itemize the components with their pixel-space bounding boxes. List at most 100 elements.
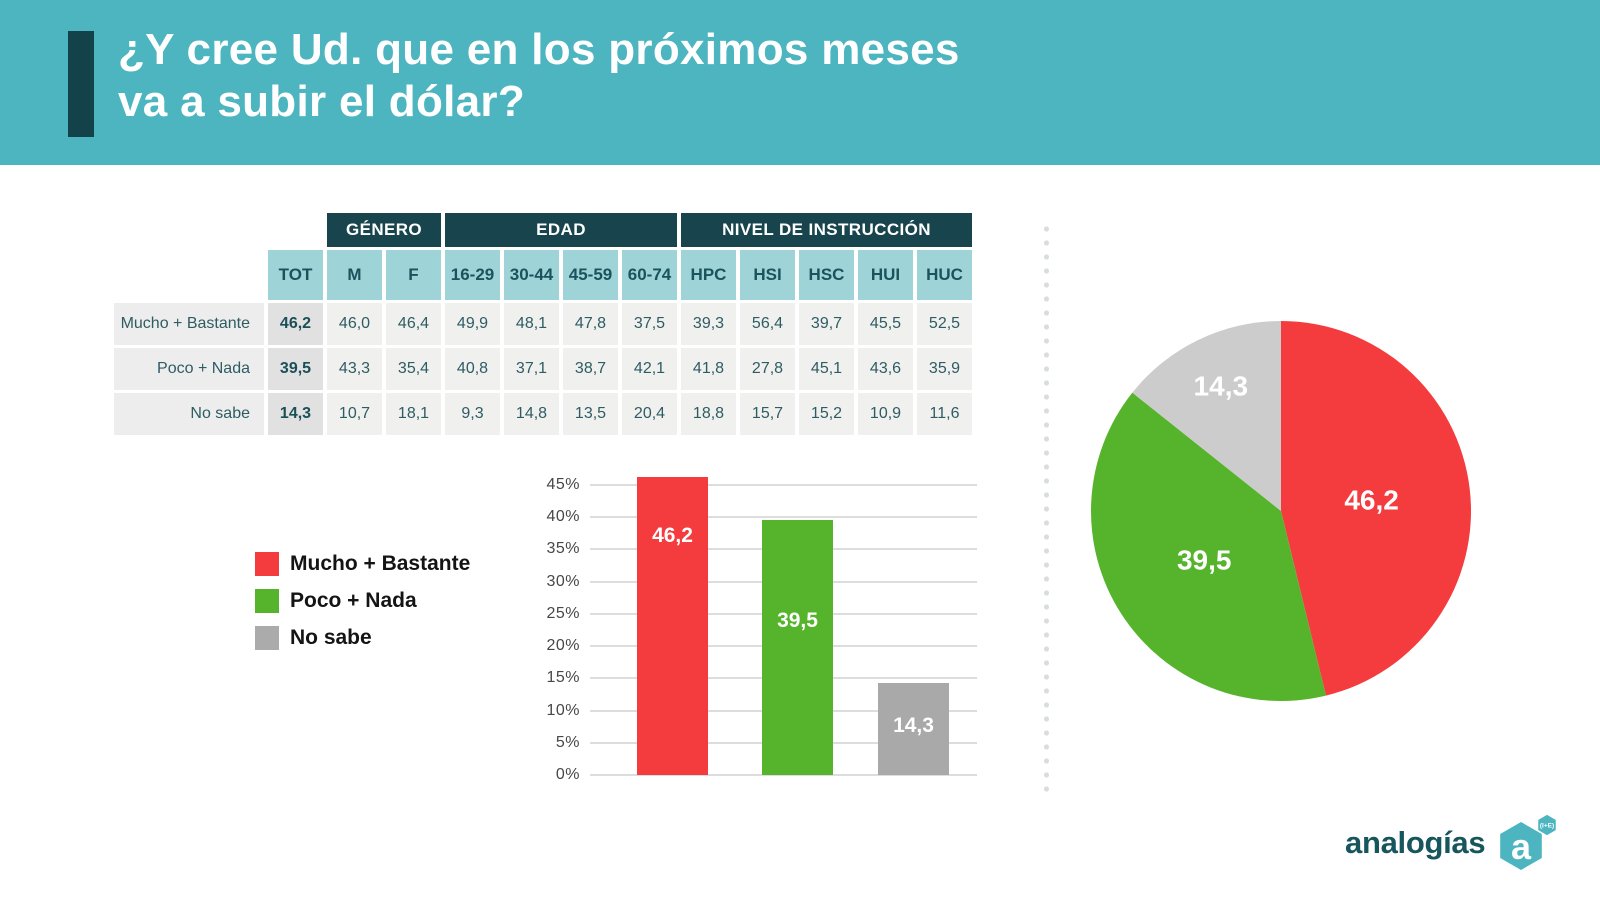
pie-slice-poco-nada (1091, 392, 1326, 701)
pie-chart-svg: 46,2 39,5 14,3 (1091, 321, 1471, 701)
bar-chart-gridline (590, 516, 977, 519)
table-cell: 43,3 (327, 348, 382, 390)
table-cell: 11,6 (917, 393, 972, 435)
table-cell: 39,3 (681, 303, 736, 345)
table-cell: 10,7 (327, 393, 382, 435)
brand-mark-letter: a (1511, 826, 1532, 867)
legend-item-mucho-bastante: Mucho + Bastante (255, 552, 470, 576)
table-cell: 9,3 (445, 393, 500, 435)
legend-item-no-sabe: No sabe (255, 626, 470, 650)
table-column-header-f: F (386, 250, 441, 300)
bar-chart-ytick-label: 15% (546, 669, 580, 687)
page-title-line2: va a subir el dólar? (118, 77, 526, 126)
table-cell: 35,9 (917, 348, 972, 390)
bar-chart-ytick-label: 45% (546, 476, 580, 493)
table-cell: 47,8 (563, 303, 618, 345)
brand-small-hexagon (1537, 813, 1558, 837)
table-cell: 45,1 (799, 348, 854, 390)
table-cell: 56,4 (740, 303, 795, 345)
brand-mark-sub: (I+E) (1540, 823, 1554, 830)
table-column-header-30-44: 30-44 (504, 250, 559, 300)
table-cell: 46,4 (386, 303, 441, 345)
table-cell: 46,0 (327, 303, 382, 345)
table-cell: 10,9 (858, 393, 913, 435)
table-cell: 39,5 (268, 348, 323, 390)
bar-chart-ytick-label: 20% (546, 637, 580, 655)
legend-swatch-mucho-bastante (255, 552, 279, 576)
bar-no-sabe (878, 682, 949, 775)
table-cell: 20,4 (622, 393, 677, 435)
legend-label: Mucho + Bastante (290, 552, 471, 575)
bar-chart-ytick-label: 10% (546, 701, 580, 719)
pie-value-label: 14,3 (1194, 371, 1249, 402)
table-column-header-hui: HUI (858, 250, 913, 300)
table-cell: 18,1 (386, 393, 441, 435)
table-cell: 39,7 (799, 303, 854, 345)
brand-name: analogías (1345, 825, 1486, 860)
crosstab-table: GÉNERO EDAD NIVEL DE INSTRUCCIÓN TOT M F 16-29… (114, 213, 972, 435)
table-column-header-tot: TOT (268, 250, 323, 300)
brand-logo: analogías a (I+E) (1345, 812, 1560, 874)
bar-chart-gridline (590, 774, 977, 776)
table-row-label-poco-nada: Poco + Nada (114, 348, 264, 390)
pie-slice-no-sabe (1132, 321, 1281, 511)
table-row-label-no-sabe: No sabe (114, 393, 264, 435)
page-title-line1: ¿Y cree Ud. que en los próximos meses (118, 25, 960, 74)
table-cell: 13,5 (563, 393, 618, 435)
page-title: ¿Y cree Ud. que en los próximos meses va… (118, 24, 960, 128)
bar-mucho-bastante (637, 477, 708, 775)
bar-value-label: 46,2 (652, 523, 693, 547)
table-cell: 14,8 (504, 393, 559, 435)
table-cell: 46,2 (268, 303, 323, 345)
table-column-header-16-29: 16-29 (445, 250, 500, 300)
table-cell: 37,5 (622, 303, 677, 345)
pie-chart: 46,2 39,5 14,3 (1081, 311, 1481, 711)
table-cell: 42,1 (622, 348, 677, 390)
legend-swatch-poco-nada (255, 589, 279, 613)
pie-slice-mucho-bastante (1281, 321, 1471, 696)
bar-chart-ytick-label: 25% (546, 604, 580, 622)
bar-value-label: 39,5 (777, 609, 818, 633)
table-column-header-hsc: HSC (799, 250, 854, 300)
table-column-header-m: M (327, 250, 382, 300)
table-cell: 18,8 (681, 393, 736, 435)
header: ¿Y cree Ud. que en los próximos meses va… (0, 0, 1600, 165)
bar-chart-gridline (590, 484, 977, 486)
table-column-header-huc: HUC (917, 250, 972, 300)
bar-chart-ytick-label: 0% (555, 766, 580, 783)
table-cell: 40,8 (445, 348, 500, 390)
table-column-header-45-59: 45-59 (563, 250, 618, 300)
table-cell: 52,5 (917, 303, 972, 345)
legend-label: No sabe (290, 626, 372, 649)
bar-chart-ytick-label: 30% (546, 572, 580, 590)
table-cell: 27,8 (740, 348, 795, 390)
legend-label: Poco + Nada (290, 589, 417, 612)
dotted-divider (1044, 222, 1049, 792)
table-group-header-nivel-de-instrucci-n: NIVEL DE INSTRUCCIÓN (681, 213, 972, 247)
table-column-header-60-74: 60-74 (622, 250, 677, 300)
bar-chart: 0% 5% 10% 15% 20% 25% 30% 35% 40% 45% 46,2 39,5 14,3 (500, 450, 1000, 795)
table-column-header-hpc: HPC (681, 250, 736, 300)
table-cell: 14,3 (268, 393, 323, 435)
bar-value-label: 14,3 (893, 714, 934, 738)
pie-value-label: 39,5 (1177, 545, 1232, 576)
table-column-header-hsi: HSI (740, 250, 795, 300)
table-cell: 43,6 (858, 348, 913, 390)
table-cell: 15,7 (740, 393, 795, 435)
bar-chart-ytick-label: 40% (546, 508, 580, 526)
table-group-header-g-nero: GÉNERO (327, 213, 441, 247)
table-cell: 35,4 (386, 348, 441, 390)
table-cell: 48,1 (504, 303, 559, 345)
brand-mark-icon: a (I+E) (1500, 813, 1558, 870)
table-group-header-edad: EDAD (445, 213, 677, 247)
brand-hexagon (1500, 822, 1543, 870)
legend-item-poco-nada: Poco + Nada (255, 589, 470, 613)
table-cell: 38,7 (563, 348, 618, 390)
title-accent-bar (68, 31, 94, 137)
legend-swatch-no-sabe (255, 626, 279, 650)
table-cell: 49,9 (445, 303, 500, 345)
bar-poco-nada (762, 520, 833, 775)
table-row-label-mucho-bastante: Mucho + Bastante (114, 303, 264, 345)
table-cell: 41,8 (681, 348, 736, 390)
